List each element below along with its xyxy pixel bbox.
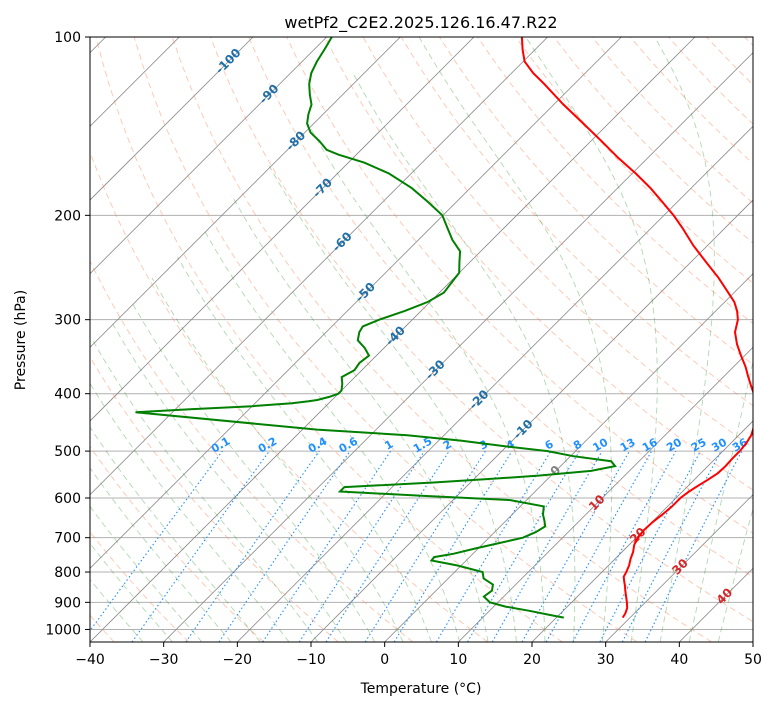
mixing-ratio-line [325,450,450,642]
isotherm-line [237,125,753,642]
isotherm-line [310,199,753,642]
mixing-ratio-line [393,450,513,642]
dewpoint-line [135,37,617,619]
moist-adiabat [717,506,753,642]
x-tick-label: −40 [75,652,105,668]
moist-adiabat [92,340,319,642]
isotherm-line [90,37,327,275]
y-tick-label: 400 [54,387,81,403]
y-tick-label: 1000 [45,622,81,638]
y-tick-label: 500 [54,444,81,460]
dry-adiabats [90,37,753,642]
isotherm-line [90,37,475,422]
mixing-ratio-line [262,450,392,642]
y-axis-label: Pressure (hPa) [13,290,29,390]
isotherm-line [605,494,753,642]
isotherm-line [458,346,753,642]
mixing-ratio-line [644,450,743,642]
mixing-ratio-lines [90,450,743,642]
x-tick-label: 0 [380,652,389,668]
y-tick-label: 600 [54,491,81,507]
mixing-ratio-line [185,450,320,642]
isotherm-line [752,641,753,642]
dry-adiabat [90,356,339,642]
x-tick-label: 30 [597,652,615,668]
x-tick-label: −10 [296,652,326,668]
dry-adiabat [133,37,638,642]
isotherm-line [163,52,753,642]
dry-adiabat [210,37,753,623]
moist-adiabat [151,277,404,642]
mixing-ratio-line [521,450,630,642]
x-tick-label: 40 [670,652,688,668]
dry-adiabat [515,37,753,284]
x-tick-label: 20 [523,652,541,668]
y-tick-label: 800 [54,565,81,581]
moist-adiabats [90,37,753,642]
dry-adiabat [286,37,753,534]
moist-adiabat [90,467,232,642]
mixing-ratio-line [545,450,653,642]
moist-adiabat [90,505,203,642]
dry-adiabat [90,445,264,642]
y-tick-label: 900 [54,595,81,611]
dry-adiabat [248,37,753,578]
moist-adiabat [688,359,753,642]
moist-adiabat [352,72,576,642]
y-axis: 100 200 300 400 500 600 700 800 900 1000 [45,30,90,638]
moist-adiabat [654,37,715,642]
isotherm-line [90,37,548,496]
mixing-ratio-line [218,450,351,642]
moist-adiabat [90,426,261,642]
sounding-profiles [135,37,753,619]
isotherm-line [384,273,753,642]
x-tick-label: 10 [449,652,467,668]
y-tick-label: 300 [54,313,81,329]
moist-adiabat [90,542,173,642]
mixing-ratio-line [572,450,677,642]
dry-adiabat [90,259,414,642]
mixing-ratio-line [131,450,270,642]
chart-title: wetPf2_C2E2.2025.126.16.47.R22 [284,13,557,33]
x-tick-label: −20 [223,652,253,668]
moist-adiabat [177,256,432,642]
x-tick-label: 50 [744,652,762,668]
plot-frame [89,36,754,643]
moist-adiabat [418,37,613,642]
moist-adiabat [90,382,290,642]
isotherm-line [90,37,696,642]
moist-adiabat [131,301,376,642]
isotherm-line [90,37,401,348]
isotherm-line [90,37,254,201]
isotherm-line [90,37,622,569]
y-tick-label: 200 [54,208,81,224]
isotherm-line [531,420,753,642]
x-tick-label: −30 [149,652,179,668]
dry-adiabat [95,37,563,642]
y-tick-label: 700 [54,531,81,547]
moist-adiabat [268,165,517,642]
mixing-ratio-line [90,450,223,632]
pressure-gridlines [90,37,753,630]
isotherm-lines [90,37,753,642]
moist-adiabat [525,37,658,642]
moist-adiabat [90,578,144,642]
x-axis: −40 −30 −20 −10 0 10 20 30 40 50 [75,642,762,668]
moist-adiabat [112,323,347,642]
moist-adiabat [307,123,546,642]
dry-adiabat [324,37,753,491]
temperature-line [520,37,753,619]
plot-background [90,37,753,642]
moist-adiabat [231,195,489,642]
moist-adiabat [202,227,461,642]
x-axis-label: Temperature (°C) [360,681,482,697]
y-tick-label: 100 [54,30,81,46]
dry-adiabat [171,37,712,642]
